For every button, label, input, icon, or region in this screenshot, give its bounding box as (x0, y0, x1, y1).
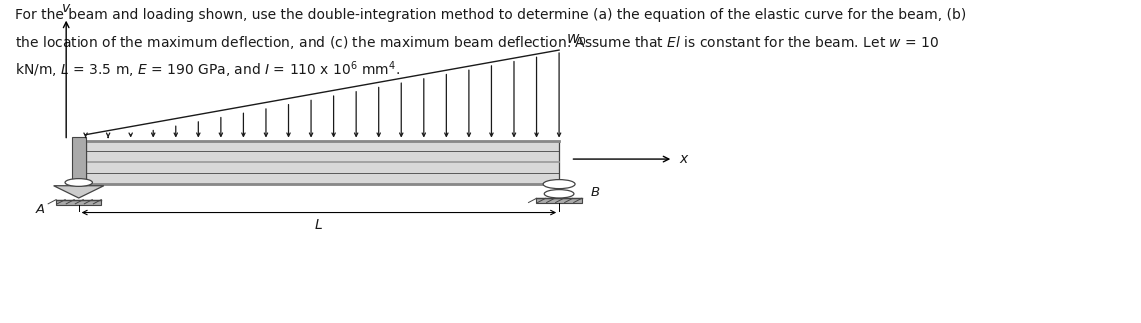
Text: $v$: $v$ (60, 1, 72, 15)
Polygon shape (54, 186, 104, 198)
Text: the location of the maximum deflection, and (c) the maximum beam deflection. Ass: the location of the maximum deflection, … (15, 34, 939, 51)
Text: kN/m, $\it{L}$ = 3.5 m, $\it{E}$ = 190 GPa, and $\it{I}$ = 110 x 10$^6$ mm$^4$.: kN/m, $\it{L}$ = 3.5 m, $\it{E}$ = 190 G… (15, 60, 399, 80)
Text: $x$: $x$ (679, 152, 689, 166)
Bar (536, 198, 582, 203)
Text: B: B (591, 186, 600, 199)
Text: For the beam and loading shown, use the double-integration method to determine (: For the beam and loading shown, use the … (15, 8, 966, 22)
Text: A: A (35, 203, 44, 216)
Bar (56, 200, 102, 205)
Bar (72, 137, 86, 187)
Circle shape (543, 180, 575, 189)
Bar (86, 141, 559, 184)
Circle shape (65, 179, 92, 186)
Circle shape (544, 190, 574, 198)
Text: $w_0$: $w_0$ (566, 33, 586, 48)
Text: $L$: $L$ (315, 218, 323, 232)
